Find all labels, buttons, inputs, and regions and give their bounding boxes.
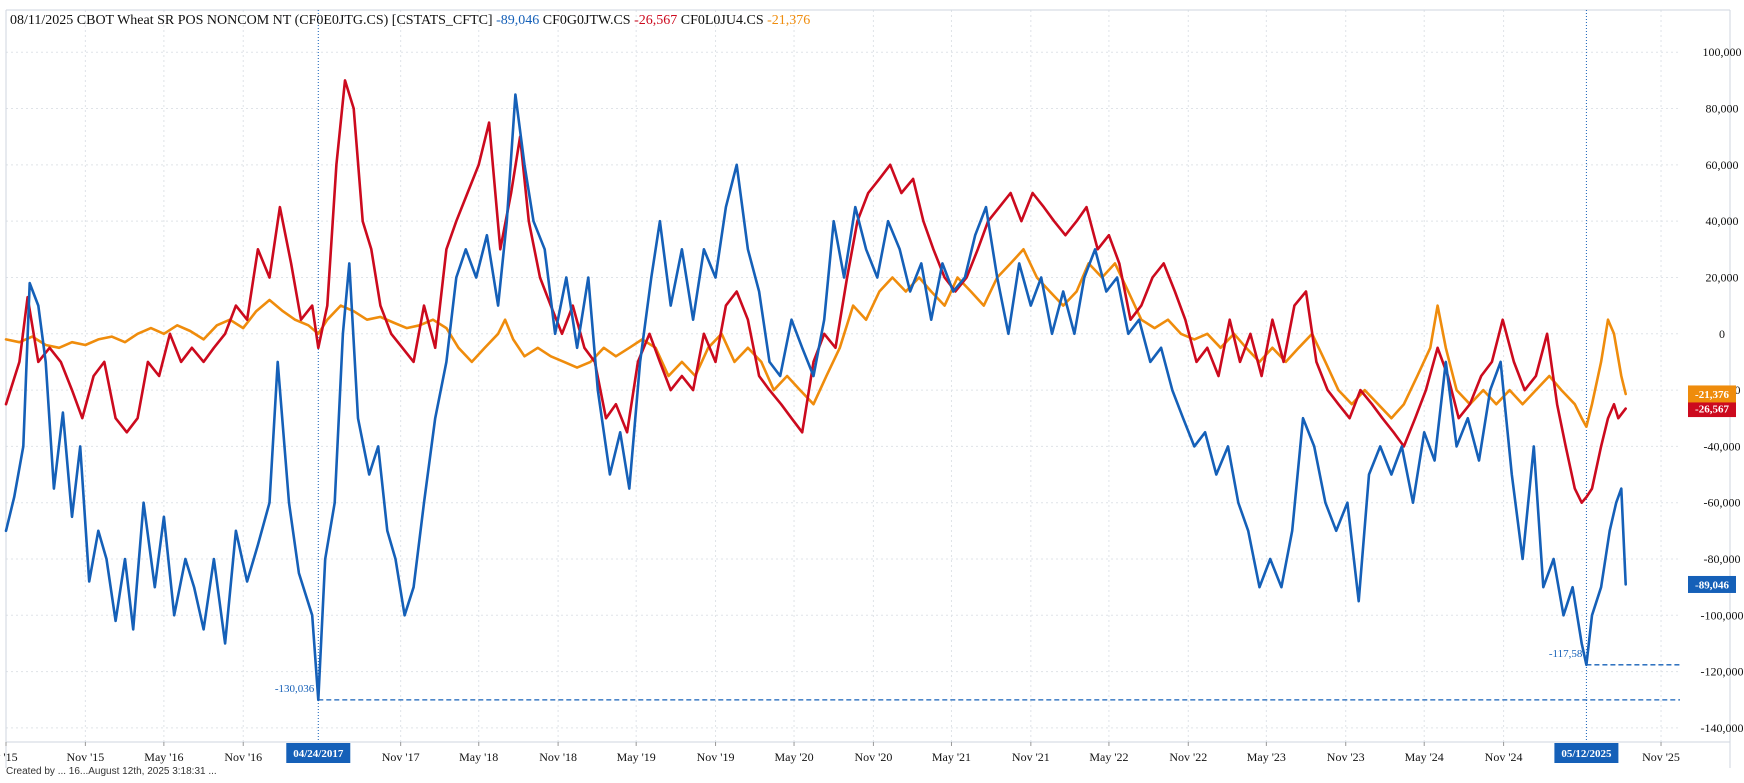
x-tick-label: Nov '21 [1012,750,1050,764]
x-tick-label: May '22 [1089,750,1128,764]
legend-title: CBOT Wheat SR POS NONCOM NT (CF0E0JTG.CS… [77,13,496,28]
legend-value-cf0l0ju4: -21,376 [767,13,810,28]
y-tick-label: -40,000 [1704,439,1741,453]
y-tick-label: -80,000 [1704,552,1741,566]
last-value-badge-label: -21,376 [1695,389,1729,401]
y-tick-label: 100,000 [1703,45,1742,59]
x-tick-label: May '16 [144,750,183,764]
x-tick-label: Nov '22 [1169,750,1207,764]
last-value-badge [1688,385,1736,403]
legend-value-cf0g0jtw: -26,567 [634,13,681,28]
x-tick-label: May '18 [459,750,498,764]
legend-name-cf0l0ju4: CF0L0JU4.CS [681,13,767,28]
x-tick-label: Nov '25 [1642,750,1680,764]
series-line-cf0g0jtw-cs [4,79,1627,504]
x-tick-label: May '19 [617,750,656,764]
x-tick-label: May '21 [932,750,971,764]
x-tick-label: Nov '17 [382,750,420,764]
y-tick-label: 0 [1719,327,1725,341]
y-tick-label: 40,000 [1706,214,1739,228]
x-tick-label: y '15 [0,750,18,764]
x-tick-label: Nov '18 [539,750,577,764]
date-badge-label: 04/24/2017 [293,748,344,760]
y-tick-label: 60,000 [1706,158,1739,172]
x-tick-label: May '23 [1247,750,1286,764]
legend-name-cf0g0jtw: CF0G0JTW.CS [543,13,634,28]
last-value-badges: -89,046 -26,567 -21,376 [1688,385,1736,593]
x-tick-label: May '24 [1405,750,1444,764]
last-value-badge-label: -89,046 [1695,579,1729,591]
y-tick-label: -100,000 [1701,608,1744,622]
min-value-label: -130,036 [275,683,315,695]
x-tick-label: May '20 [774,750,813,764]
footer-credit: Created by ... 16...August 12th, 2025 3:… [6,766,217,777]
last-value-badge [1688,400,1736,418]
date-badges: 04/24/2017 05/12/2025 [286,743,1619,763]
series-line-cf0e0jtg-cs [4,93,1627,702]
y-tick-label: -140,000 [1701,721,1744,735]
x-tick-label: Nov '19 [697,750,735,764]
legend-date: 08/11/2025 [10,13,77,28]
y-tick-label: 20,000 [1706,270,1739,284]
y-tick-label: -120,000 [1701,665,1744,679]
x-tick-label: Nov '15 [66,750,104,764]
annotations: -130,036 -117,58 [275,648,1583,695]
reference-lines [317,10,1680,742]
min-value-label: -117,58 [1549,648,1583,660]
date-badge [1554,743,1619,763]
x-tick-label: Nov '24 [1485,750,1523,764]
y-tick-label: 80,000 [1706,102,1739,116]
last-value-badge-label: -26,567 [1695,404,1729,416]
last-value-badge [1688,575,1736,593]
chart-legend-text: 08/11/2025 CBOT Wheat SR POS NONCOM NT (… [10,13,810,28]
series-line-cf0l0ju4-cs [4,248,1627,428]
x-tick-label: Nov '20 [854,750,892,764]
date-badge-label: 05/12/2025 [1561,748,1612,760]
legend: 08/11/2025 CBOT Wheat SR POS NONCOM NT (… [10,13,810,28]
series-lines [4,79,1627,702]
date-badge [286,743,351,763]
x-tick-label: Nov '23 [1327,750,1365,764]
legend-value-cf0e0jtg: -89,046 [496,13,543,28]
x-tick-label: Nov '16 [224,750,262,764]
y-tick-label: -60,000 [1704,496,1741,510]
